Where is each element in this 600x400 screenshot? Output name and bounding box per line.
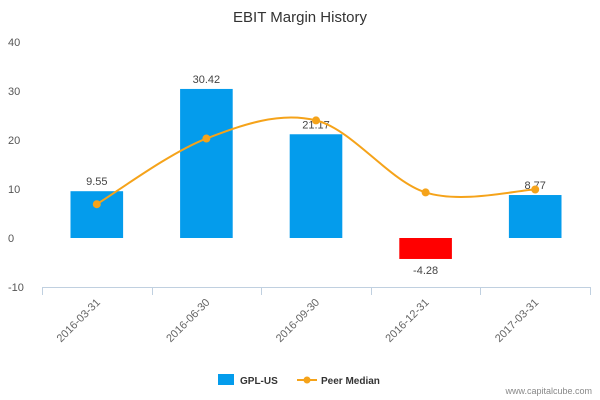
y-tick-label: 10	[8, 184, 20, 196]
x-category-label: 2017-03-31	[493, 297, 541, 345]
y-tick-label: 30	[8, 86, 20, 98]
peer-median-point	[421, 188, 430, 197]
y-tick-label: 20	[8, 135, 20, 147]
bar-series	[70, 88, 562, 259]
y-axis: -10 0 10 20 30 40	[8, 37, 24, 294]
y-tick-label: 0	[8, 233, 14, 245]
bar-gpl-us	[399, 238, 452, 259]
bar-data-label: 30.42	[193, 74, 221, 86]
legend: GPL-US Peer Median	[218, 374, 380, 387]
y-tick-label: -10	[8, 282, 24, 294]
x-category-label: 2016-06-30	[164, 297, 212, 345]
bar-gpl-us	[180, 88, 233, 238]
y-tick-label: 40	[8, 37, 20, 49]
x-category-label: 2016-09-30	[274, 297, 322, 345]
bar-gpl-us	[508, 195, 562, 238]
legend-label-gpl-us: GPL-US	[240, 376, 278, 387]
peer-median-point	[312, 116, 320, 125]
bar-gpl-us	[70, 191, 124, 238]
bar-data-label: 9.55	[86, 176, 107, 188]
peer-median-point	[92, 200, 101, 209]
peer-median-point	[531, 185, 540, 194]
watermark: www.capitalcube.com	[504, 386, 592, 396]
chart-title: EBIT Margin History	[233, 9, 367, 26]
bar-data-label: -4.28	[413, 265, 438, 277]
x-category-label: 2016-12-31	[383, 297, 431, 345]
legend-marker-peer-median	[303, 376, 311, 384]
peer-median-point	[202, 134, 211, 143]
x-axis: 2016-03-31 2016-06-30 2016-09-30 2016-12-31…	[42, 287, 591, 345]
legend-swatch-gpl-us	[218, 374, 234, 385]
bar-gpl-us	[289, 134, 343, 238]
legend-label-peer-median: Peer Median	[321, 376, 380, 387]
peer-median-series	[92, 116, 540, 209]
x-category-label: 2016-03-31	[55, 297, 103, 345]
